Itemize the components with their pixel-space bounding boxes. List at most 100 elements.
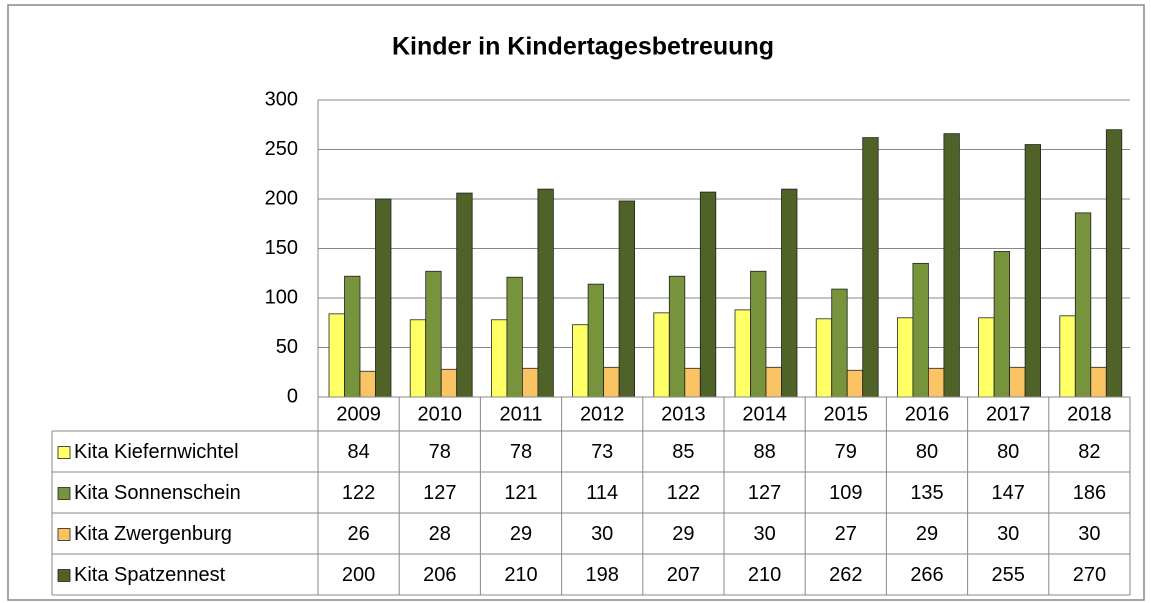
- table-value: 28: [429, 523, 451, 545]
- bar: [344, 275, 361, 398]
- table-value: 198: [586, 564, 619, 586]
- table-value: 80: [916, 441, 938, 463]
- bar: [1105, 129, 1123, 398]
- bar: [618, 200, 635, 398]
- table-value: 266: [910, 564, 943, 586]
- table-value: 210: [748, 564, 781, 586]
- table-value: 85: [672, 441, 694, 463]
- table-value: 79: [835, 441, 857, 463]
- bar: [603, 366, 620, 398]
- bar: [440, 368, 458, 398]
- bar: [765, 366, 782, 398]
- chart-title: Kinder in Kindertagesbetreuung: [392, 33, 774, 61]
- table-value: 122: [667, 482, 700, 504]
- table-value: 30: [753, 523, 775, 545]
- table-value: 127: [748, 482, 781, 504]
- table-value: 109: [829, 482, 862, 504]
- table-value: 30: [997, 523, 1019, 545]
- table-value: 207: [667, 564, 700, 586]
- legend-label: Kita Spatzennest: [74, 564, 226, 586]
- table-value: 121: [504, 482, 537, 504]
- y-tick-label: 300: [265, 88, 298, 110]
- y-tick-label: 200: [265, 187, 298, 209]
- table-value: 114: [586, 482, 618, 504]
- y-tick-label: 250: [265, 138, 298, 160]
- y-tick-label: 50: [276, 336, 298, 358]
- bar: [572, 324, 589, 398]
- table-value: 186: [1073, 482, 1106, 504]
- bar: [587, 283, 604, 398]
- table-value: 255: [992, 564, 1025, 586]
- chart-frame: [7, 4, 1145, 601]
- x-tick-label: 2013: [661, 403, 706, 425]
- x-tick-label: 2016: [905, 403, 950, 425]
- table-value: 78: [510, 441, 532, 463]
- table-value: 262: [829, 564, 862, 586]
- bar: [1090, 366, 1107, 398]
- bar: [781, 188, 798, 398]
- bar: [862, 137, 879, 398]
- bar: [699, 191, 717, 398]
- bar: [1024, 144, 1041, 398]
- bar: [653, 312, 670, 398]
- bar: [506, 276, 523, 398]
- table-value: 29: [916, 523, 938, 545]
- bar: [375, 198, 392, 398]
- table-value: 27: [835, 523, 857, 545]
- bar: [409, 319, 427, 398]
- table-value: 26: [347, 523, 369, 545]
- bar: [684, 367, 701, 398]
- bar: [734, 309, 751, 398]
- bar: [456, 192, 473, 398]
- y-tick-label: 150: [265, 237, 298, 259]
- x-tick-label: 2011: [499, 403, 542, 425]
- x-tick-label: 2012: [580, 403, 625, 425]
- table-value: 147: [992, 482, 1025, 504]
- table-value: 84: [347, 441, 369, 463]
- table-value: 82: [1078, 441, 1100, 463]
- table-value: 270: [1073, 564, 1106, 586]
- bar: [750, 270, 767, 398]
- legend-label: Kita Zwergenburg: [74, 523, 232, 545]
- table-value: 29: [672, 523, 694, 545]
- table-value: 29: [510, 523, 532, 545]
- legend-swatch: [57, 487, 71, 500]
- table-value: 30: [591, 523, 613, 545]
- table-value: 80: [997, 441, 1019, 463]
- legend-label: Kita Kiefernwichtel: [74, 441, 239, 463]
- table-value: 73: [591, 441, 613, 463]
- x-tick-label: 2015: [824, 403, 869, 425]
- x-tick-label: 2014: [742, 403, 787, 425]
- bar: [846, 369, 864, 398]
- legend-swatch: [57, 446, 71, 459]
- bar: [537, 188, 554, 398]
- bar: [328, 313, 345, 398]
- bar: [425, 270, 442, 398]
- bar: [1059, 315, 1076, 398]
- bar: [1009, 366, 1026, 398]
- bar: [978, 317, 995, 398]
- x-tick-label: 2017: [986, 403, 1031, 425]
- bar: [897, 317, 914, 398]
- table-value: 210: [504, 564, 537, 586]
- bar: [1074, 212, 1092, 398]
- x-tick-label: 2009: [336, 403, 381, 425]
- bar: [359, 370, 376, 398]
- table-value: 135: [910, 482, 943, 504]
- legend-swatch: [57, 528, 71, 541]
- bar: [912, 262, 929, 398]
- x-tick-label: 2018: [1067, 403, 1112, 425]
- table-value: 200: [342, 564, 375, 586]
- bar: [993, 251, 1010, 398]
- legend-swatch: [57, 569, 71, 582]
- y-tick-label: 0: [287, 385, 298, 407]
- bar: [490, 319, 508, 398]
- table-value: 88: [753, 441, 775, 463]
- x-tick-label: 2010: [418, 403, 463, 425]
- table-value: 127: [423, 482, 456, 504]
- legend-label: Kita Sonnenschein: [74, 482, 241, 504]
- y-tick-label: 100: [265, 286, 298, 308]
- table-value: 30: [1078, 523, 1100, 545]
